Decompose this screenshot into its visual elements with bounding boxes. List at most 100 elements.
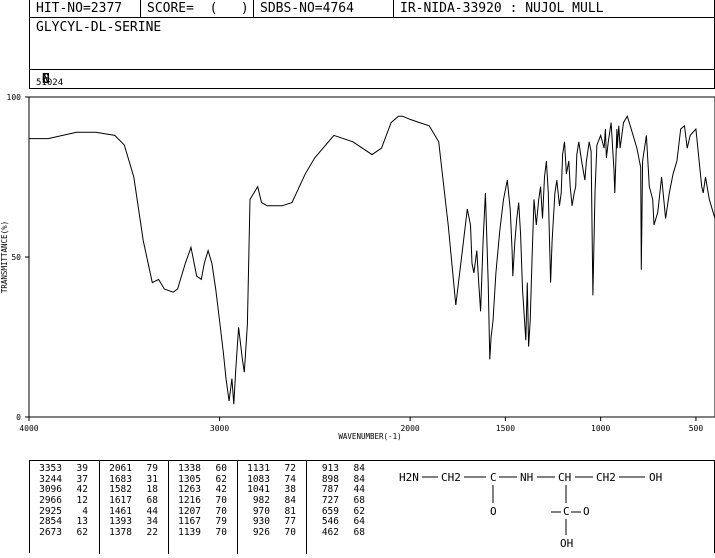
peak-wavenumber: 1167 bbox=[178, 516, 201, 528]
amide-nh: NH bbox=[520, 471, 533, 484]
methylene-1: CH2 bbox=[441, 471, 461, 484]
peak-row: 926 70 bbox=[238, 527, 306, 539]
peak-wavenumber: 970 bbox=[252, 505, 270, 517]
peak-wavenumber: 1083 bbox=[247, 473, 270, 485]
spectrum-header: HIT-NO=2377 SCORE= ( ) SDBS-NO=4764 IR-N… bbox=[29, 0, 715, 18]
peak-wavenumber: 2966 bbox=[39, 495, 62, 507]
peak-row: 1683 31 bbox=[100, 474, 168, 486]
carbonyl-oxygen: O bbox=[490, 505, 497, 518]
peak-column: 1131 72 1083 74 1041 38 982 84 970 81 930 77 926 70 bbox=[237, 461, 306, 554]
formula-element: O bbox=[42, 72, 50, 87]
peak-row: 2966 12 bbox=[30, 495, 99, 507]
peak-wavenumber: 546 bbox=[321, 516, 339, 528]
carbonyl-carbon: C bbox=[490, 471, 497, 484]
peak-row: 1041 38 bbox=[238, 485, 306, 496]
peak-row: 3353 39 bbox=[30, 463, 99, 475]
peak-row: 1131 72 bbox=[238, 463, 306, 475]
peak-wavenumber: 2925 bbox=[39, 505, 62, 517]
peak-row: 1263 42 bbox=[169, 485, 237, 496]
peak-wavenumber: 1393 bbox=[109, 516, 132, 528]
peak-transmittance: 44 bbox=[146, 505, 158, 517]
peak-transmittance: 42 bbox=[215, 484, 227, 496]
peak-wavenumber: 659 bbox=[321, 505, 339, 517]
x-tick-label: 2000 bbox=[400, 424, 419, 433]
peak-wavenumber: 3096 bbox=[39, 484, 62, 496]
sdbs-number: SDBS-NO=4764 bbox=[253, 0, 393, 17]
peak-wavenumber: 1263 bbox=[178, 484, 201, 496]
formula-element: C bbox=[42, 72, 50, 87]
peak-row: 970 81 bbox=[238, 505, 306, 518]
peak-transmittance: 60 bbox=[215, 463, 227, 474]
formula-count: 2 bbox=[52, 78, 58, 88]
peak-wavenumber: 1582 bbox=[109, 484, 132, 496]
peak-transmittance: 62 bbox=[353, 505, 365, 517]
peak-wavenumber: 787 bbox=[321, 484, 339, 496]
peak-wavenumber: 2061 bbox=[109, 463, 132, 474]
molecular-formula: C 5 H 10 N 2 O 4 bbox=[36, 72, 63, 88]
peak-wavenumber: 1378 bbox=[109, 527, 132, 539]
peak-transmittance: 84 bbox=[284, 495, 296, 507]
peak-transmittance: 39 bbox=[76, 463, 88, 474]
peak-transmittance: 22 bbox=[146, 527, 158, 539]
peak-wavenumber: 1461 bbox=[109, 505, 132, 517]
peak-transmittance: 18 bbox=[146, 484, 158, 496]
peak-row: 1393 34 bbox=[100, 517, 168, 528]
peak-transmittance: 84 bbox=[353, 463, 365, 474]
peak-wavenumber: 2854 bbox=[39, 516, 62, 528]
formula-count: 10 bbox=[41, 78, 53, 88]
hit-number: HIT-NO=2377 bbox=[36, 1, 123, 16]
carboxyl-oxygen: O bbox=[583, 505, 590, 518]
x-tick-label: 1000 bbox=[591, 424, 610, 433]
formula-count: 4 bbox=[57, 78, 64, 88]
peak-column: 1338 60 1305 62 1263 42 1216 70 1207 70 1167 79 1139… bbox=[168, 461, 237, 554]
peak-row: 930 77 bbox=[238, 517, 306, 528]
peak-transmittance: 84 bbox=[353, 473, 365, 485]
x-axis-ticks: 4000 3000 2000 1500 1000 500 bbox=[19, 417, 703, 433]
peak-row: 1083 74 bbox=[238, 473, 306, 486]
peak-transmittance: 34 bbox=[146, 516, 158, 528]
peak-row: 1378 22 bbox=[100, 527, 168, 539]
peak-row: 898 84 bbox=[307, 473, 375, 486]
transmittance-line bbox=[29, 114, 715, 405]
peak-row: 727 68 bbox=[307, 495, 375, 507]
peak-transmittance: 79 bbox=[215, 516, 227, 528]
peak-table: 3353 39 3244 37 3096 42 2966 12 2925 4 2854 13 2673 6… bbox=[29, 460, 715, 554]
peak-transmittance: 13 bbox=[76, 516, 88, 528]
peak-wavenumber: 926 bbox=[252, 527, 270, 539]
peak-row: 3244 37 bbox=[30, 473, 99, 486]
peak-transmittance: 70 bbox=[215, 527, 227, 539]
peak-transmittance: 72 bbox=[284, 463, 296, 474]
peak-row: 1617 68 bbox=[100, 495, 168, 507]
y-tick-label: 0 bbox=[16, 413, 21, 422]
peak-wavenumber: 3244 bbox=[39, 473, 62, 485]
methylene-2: CH2 bbox=[596, 471, 616, 484]
peak-transmittance: 68 bbox=[353, 495, 365, 507]
peak-wavenumber: 462 bbox=[321, 527, 339, 539]
peak-column: 913 84 898 84 787 44 727 68 659 62 546 64 462 68 bbox=[306, 461, 375, 554]
peak-wavenumber: 3353 bbox=[39, 463, 62, 474]
peak-row: 913 84 bbox=[307, 463, 375, 475]
peak-column: 2061 79 1683 31 1582 18 1617 68 1461 44 1393 34 1378… bbox=[99, 461, 168, 554]
alpha-carbon: CH bbox=[558, 471, 571, 484]
peak-row: 2061 79 bbox=[100, 463, 168, 475]
x-tick-label: 500 bbox=[689, 424, 704, 433]
peak-transmittance: 68 bbox=[146, 495, 158, 507]
ir-method: IR-NIDA-33920 : NUJOL MULL bbox=[393, 0, 714, 17]
peak-row: 3096 42 bbox=[30, 485, 99, 496]
ir-spectrum-chart: 4000 3000 2000 1500 1000 500 0 50 100 WAVENUMBE… bbox=[0, 93, 715, 441]
x-tick-label: 4000 bbox=[19, 424, 38, 433]
peak-column: 3353 39 3244 37 3096 42 2966 12 2925 4 2854 13 2673 6… bbox=[30, 461, 99, 554]
peak-row: 1305 62 bbox=[169, 473, 237, 486]
peak-row: 1461 44 bbox=[100, 505, 168, 518]
peak-transmittance: 62 bbox=[215, 473, 227, 485]
peak-wavenumber: 930 bbox=[252, 516, 270, 528]
peak-transmittance: 62 bbox=[76, 527, 88, 539]
peak-transmittance: 70 bbox=[284, 527, 296, 539]
peak-transmittance: 12 bbox=[76, 495, 88, 507]
amine-group: H2N bbox=[399, 471, 419, 484]
y-tick-label: 50 bbox=[11, 253, 21, 262]
carboxyl-hydroxyl: OH bbox=[560, 537, 573, 550]
formula-element: N bbox=[42, 72, 50, 87]
peak-transmittance: 37 bbox=[76, 473, 88, 485]
peak-transmittance: 70 bbox=[215, 495, 227, 507]
